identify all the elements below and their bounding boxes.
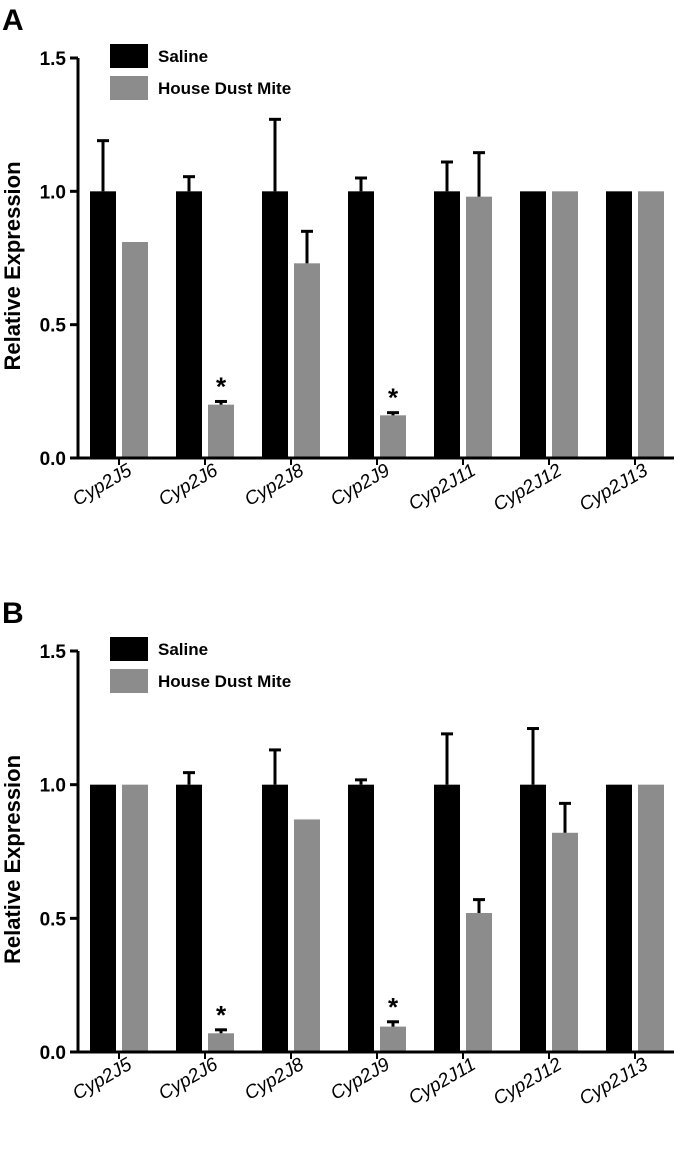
bar-saline-cyp2j5 <box>90 784 116 1052</box>
significance-marker: * <box>216 371 227 401</box>
x-tick-label: Cyp2J11 <box>405 1054 479 1109</box>
bar-saline-cyp2j6 <box>176 784 202 1052</box>
x-tick-label: Cyp2J9 <box>327 460 394 511</box>
legend-swatch-saline <box>110 637 148 661</box>
panel-label: A <box>2 4 24 37</box>
x-tick-label: Cyp2J12 <box>490 1054 566 1110</box>
bar-hdm-cyp2j5 <box>122 784 148 1052</box>
x-tick-label: Cyp2J5 <box>69 460 136 511</box>
legend-swatch-saline <box>110 44 148 68</box>
bar-saline-cyp2j9 <box>348 784 374 1052</box>
bar-hdm-cyp2j9 <box>380 415 406 458</box>
y-tick-label: 0.5 <box>40 909 67 930</box>
legend-label-hdm: House Dust Mite <box>158 79 291 98</box>
y-tick-label: 1.0 <box>40 182 66 203</box>
bar-saline-cyp2j11 <box>434 784 460 1052</box>
legend-label-saline: Saline <box>158 640 208 659</box>
bar-hdm-cyp2j11 <box>466 196 492 458</box>
significance-marker: * <box>388 383 399 413</box>
x-tick-label: Cyp2J8 <box>241 1054 308 1105</box>
x-tick-label: Cyp2J13 <box>576 460 652 516</box>
bar-hdm-cyp2j5 <box>122 242 148 458</box>
bar-saline-cyp2j6 <box>176 191 202 459</box>
legend-swatch-hdm <box>110 76 148 100</box>
bar-saline-cyp2j12 <box>520 784 546 1052</box>
x-tick-label: Cyp2J5 <box>69 1054 136 1105</box>
bar-saline-cyp2j12 <box>520 191 546 459</box>
significance-marker: * <box>388 992 399 1022</box>
bar-saline-cyp2j13 <box>606 784 632 1052</box>
bar-saline-cyp2j8 <box>262 191 288 459</box>
y-tick-label: 0.0 <box>40 449 66 470</box>
y-tick-label: 1.0 <box>40 776 66 797</box>
y-tick-label: 0.5 <box>40 316 67 337</box>
bar-hdm-cyp2j13 <box>638 191 664 459</box>
x-tick-label: Cyp2J6 <box>155 1054 222 1105</box>
x-tick-label: Cyp2J9 <box>327 1054 394 1105</box>
y-axis-title: Relative Expression <box>0 161 25 370</box>
bar-hdm-cyp2j9 <box>380 1026 406 1052</box>
y-tick-label: 0.0 <box>40 1043 66 1064</box>
significance-marker: * <box>216 1000 227 1030</box>
x-tick-label: Cyp2J11 <box>405 460 479 515</box>
chart-panel-a: A Relative Expression Cyp2J5 * Cyp2J6 Cyp2J8 *… <box>0 4 674 516</box>
bar-saline-cyp2j11 <box>434 191 460 459</box>
bar-saline-cyp2j13 <box>606 191 632 459</box>
bar-saline-cyp2j9 <box>348 191 374 459</box>
y-tick-label: 1.5 <box>40 642 67 663</box>
x-tick-label: Cyp2J12 <box>490 460 566 516</box>
bar-hdm-cyp2j8 <box>294 819 320 1052</box>
bar-saline-cyp2j8 <box>262 784 288 1052</box>
bar-hdm-cyp2j6 <box>208 1033 234 1052</box>
bar-hdm-cyp2j11 <box>466 912 492 1052</box>
panel-label: B <box>2 597 24 630</box>
x-tick-label: Cyp2J13 <box>576 1054 652 1110</box>
y-axis-title: Relative Expression <box>0 755 25 964</box>
bar-hdm-cyp2j12 <box>552 832 578 1052</box>
legend-swatch-hdm <box>110 669 148 693</box>
bar-hdm-cyp2j6 <box>208 404 234 458</box>
bar-hdm-cyp2j8 <box>294 263 320 458</box>
bar-hdm-cyp2j12 <box>552 191 578 459</box>
x-tick-label: Cyp2J6 <box>155 460 222 511</box>
y-tick-label: 1.5 <box>40 49 67 70</box>
legend-label-saline: Saline <box>158 47 208 66</box>
legend-label-hdm: House Dust Mite <box>158 672 291 691</box>
chart-panel-b: B Relative Expression Cyp2J5 * Cyp2J6 Cyp2J8 *… <box>0 597 674 1110</box>
bar-saline-cyp2j5 <box>90 191 116 459</box>
x-tick-label: Cyp2J8 <box>241 460 308 511</box>
bar-hdm-cyp2j13 <box>638 784 664 1052</box>
